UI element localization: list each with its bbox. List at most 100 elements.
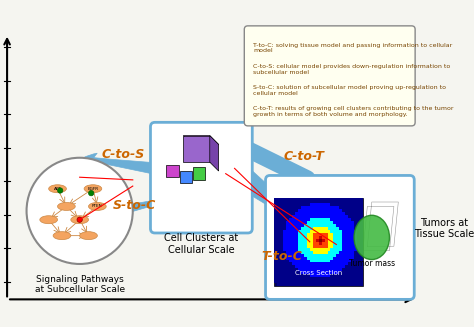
- Bar: [277, 221, 280, 224]
- Bar: [348, 245, 351, 248]
- Bar: [348, 257, 351, 260]
- Bar: [295, 236, 298, 239]
- FancyBboxPatch shape: [193, 167, 205, 180]
- Bar: [280, 221, 283, 224]
- Bar: [283, 283, 286, 286]
- Bar: [286, 283, 289, 286]
- Bar: [337, 271, 339, 274]
- Bar: [310, 233, 313, 236]
- Bar: [321, 203, 325, 206]
- Bar: [354, 198, 357, 200]
- Ellipse shape: [57, 202, 75, 210]
- Bar: [304, 233, 307, 236]
- Bar: [277, 248, 280, 251]
- Bar: [342, 236, 345, 239]
- Bar: [337, 277, 339, 280]
- Bar: [351, 227, 354, 230]
- Bar: [295, 227, 298, 230]
- Bar: [286, 266, 289, 268]
- Bar: [360, 212, 363, 215]
- Bar: [360, 274, 363, 277]
- Ellipse shape: [84, 185, 102, 193]
- Bar: [310, 221, 313, 224]
- Bar: [357, 266, 360, 268]
- Bar: [313, 224, 316, 227]
- Bar: [325, 266, 328, 268]
- Bar: [348, 230, 351, 233]
- Bar: [286, 209, 289, 212]
- Bar: [310, 239, 313, 242]
- Bar: [348, 260, 351, 263]
- Bar: [289, 280, 292, 283]
- Bar: [345, 260, 348, 263]
- Bar: [339, 206, 342, 209]
- Bar: [360, 215, 363, 218]
- Bar: [310, 227, 313, 230]
- Bar: [316, 200, 319, 203]
- Bar: [316, 203, 319, 206]
- Bar: [313, 230, 316, 233]
- Bar: [307, 271, 310, 274]
- Bar: [304, 239, 307, 242]
- Bar: [304, 242, 307, 245]
- Bar: [342, 274, 345, 277]
- Bar: [319, 260, 321, 263]
- Bar: [313, 266, 316, 268]
- Bar: [330, 203, 333, 206]
- Bar: [342, 254, 345, 257]
- Bar: [337, 257, 339, 260]
- Circle shape: [77, 217, 82, 222]
- Bar: [289, 245, 292, 248]
- Bar: [295, 233, 298, 236]
- Bar: [313, 254, 316, 257]
- Bar: [360, 260, 363, 263]
- Bar: [339, 209, 342, 212]
- Bar: [280, 212, 283, 215]
- Bar: [333, 271, 337, 274]
- Bar: [333, 242, 337, 245]
- Text: PTEN: PTEN: [92, 204, 103, 208]
- Bar: [316, 198, 319, 200]
- Bar: [345, 233, 348, 236]
- Bar: [328, 263, 330, 266]
- Bar: [357, 274, 360, 277]
- Bar: [292, 248, 295, 251]
- Bar: [295, 200, 298, 203]
- Bar: [277, 274, 280, 277]
- Bar: [342, 266, 345, 268]
- Bar: [280, 224, 283, 227]
- Text: Signaling Pathways
at Subcellular Scale: Signaling Pathways at Subcellular Scale: [35, 275, 125, 294]
- Bar: [277, 266, 280, 268]
- Bar: [289, 257, 292, 260]
- Bar: [345, 203, 348, 206]
- Bar: [357, 206, 360, 209]
- Bar: [298, 248, 301, 251]
- Bar: [280, 209, 283, 212]
- Bar: [280, 245, 283, 248]
- Bar: [325, 245, 328, 248]
- Bar: [301, 203, 304, 206]
- Bar: [310, 274, 313, 277]
- Bar: [301, 224, 304, 227]
- Bar: [348, 209, 351, 212]
- Bar: [337, 268, 339, 271]
- Bar: [319, 230, 321, 233]
- Bar: [333, 200, 337, 203]
- Bar: [345, 254, 348, 257]
- Bar: [321, 248, 325, 251]
- Bar: [342, 218, 345, 221]
- Bar: [319, 212, 321, 215]
- Bar: [298, 227, 301, 230]
- Bar: [319, 198, 321, 200]
- Bar: [289, 198, 292, 200]
- Bar: [289, 215, 292, 218]
- Bar: [339, 200, 342, 203]
- Bar: [304, 274, 307, 277]
- Bar: [321, 283, 325, 286]
- Bar: [304, 280, 307, 283]
- Bar: [295, 245, 298, 248]
- Bar: [348, 227, 351, 230]
- Bar: [337, 251, 339, 254]
- Bar: [345, 239, 348, 242]
- Bar: [360, 254, 363, 257]
